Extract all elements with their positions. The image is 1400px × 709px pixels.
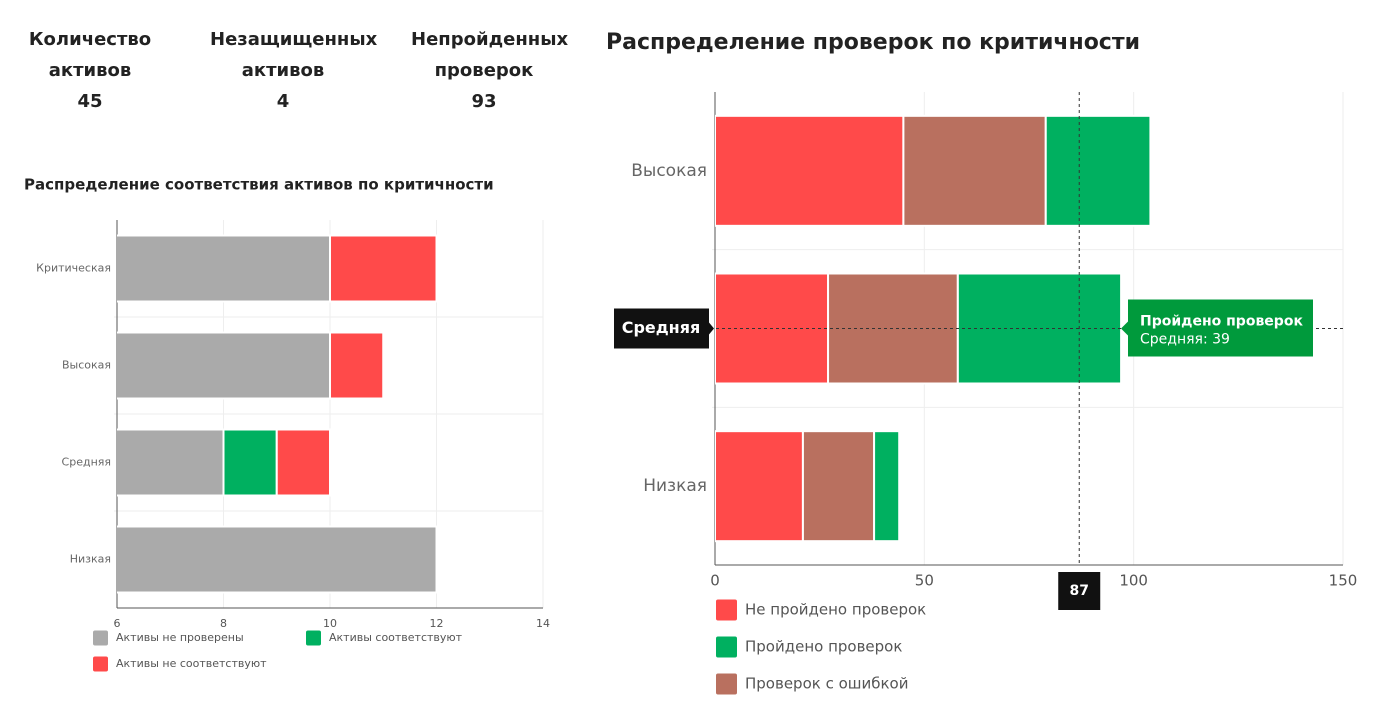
bar (956, 272, 1123, 385)
y-tick-label: Критическая (36, 262, 111, 275)
bar (1044, 114, 1152, 227)
x-tick-label: 150 (1329, 572, 1358, 590)
bar (902, 114, 1047, 227)
legend-swatch (306, 630, 321, 646)
kpi-label: Количество активов (28, 29, 152, 81)
legend-label: Проверок с ошибкой (745, 675, 908, 693)
legend-swatch (716, 636, 737, 658)
crosshair-x-box (1058, 572, 1101, 610)
legend-swatch (93, 630, 108, 646)
legend-label: Не пройдено проверок (745, 601, 926, 619)
y-tick-label: Низкая (643, 476, 707, 496)
y-tick-label: Высокая (631, 161, 707, 181)
x-tick-label: 12 (430, 617, 444, 630)
y-tick-label: Средняя (62, 456, 111, 469)
legend-label: Пройдено проверок (745, 638, 902, 656)
bar (329, 331, 385, 400)
kpi: Незащищенных активов 4 (198, 24, 378, 117)
bar (117, 525, 438, 594)
x-tick-label: 0 (710, 572, 720, 590)
y-tick-label: Высокая (62, 359, 111, 372)
bar (329, 234, 438, 303)
crosshair-x-label: 87 (1069, 583, 1088, 599)
tooltip-text: Средняя: 39 (1140, 332, 1230, 348)
kpi-value: 4 (276, 91, 290, 112)
kpi: Количество активов 45 (5, 24, 175, 117)
y-tick-label: Низкая (70, 553, 111, 566)
legend-swatch (716, 599, 737, 621)
legend-label: Активы не проверены (116, 631, 244, 644)
legend-swatch (93, 656, 108, 672)
x-tick-label: 14 (536, 617, 550, 630)
bar (117, 428, 225, 497)
kpi-label: Незащищенных активов (210, 29, 378, 81)
bar (715, 430, 804, 543)
kpi-label: Непройденных проверок (411, 29, 569, 81)
bar (873, 430, 901, 543)
bar (222, 428, 278, 497)
x-tick-label: 10 (323, 617, 337, 630)
kpi-value: 93 (471, 91, 497, 112)
crosshair-y-label: Средняя (622, 318, 701, 337)
bar (715, 114, 905, 227)
legend-label: Активы не соответствуют (116, 657, 267, 670)
x-tick-label: 50 (915, 572, 934, 590)
bar (275, 428, 331, 497)
x-tick-label: 8 (220, 617, 227, 630)
crosshair-y-box (614, 308, 714, 349)
kpi: Непройденных проверок 93 (399, 24, 569, 117)
legend-label: Активы соответствуют (329, 631, 463, 644)
kpi-value: 45 (77, 91, 103, 112)
chart-title: Распределение проверок по критичности (606, 30, 1140, 55)
chart-title: Распределение соответствия активов по кр… (24, 176, 494, 194)
tooltip-title: Пройдено проверок (1140, 314, 1303, 330)
bar (117, 331, 331, 400)
x-tick-label: 6 (114, 617, 121, 630)
bar (801, 430, 876, 543)
x-tick-label: 100 (1119, 572, 1148, 590)
tooltip-box (1121, 299, 1313, 357)
legend-swatch (716, 673, 737, 695)
